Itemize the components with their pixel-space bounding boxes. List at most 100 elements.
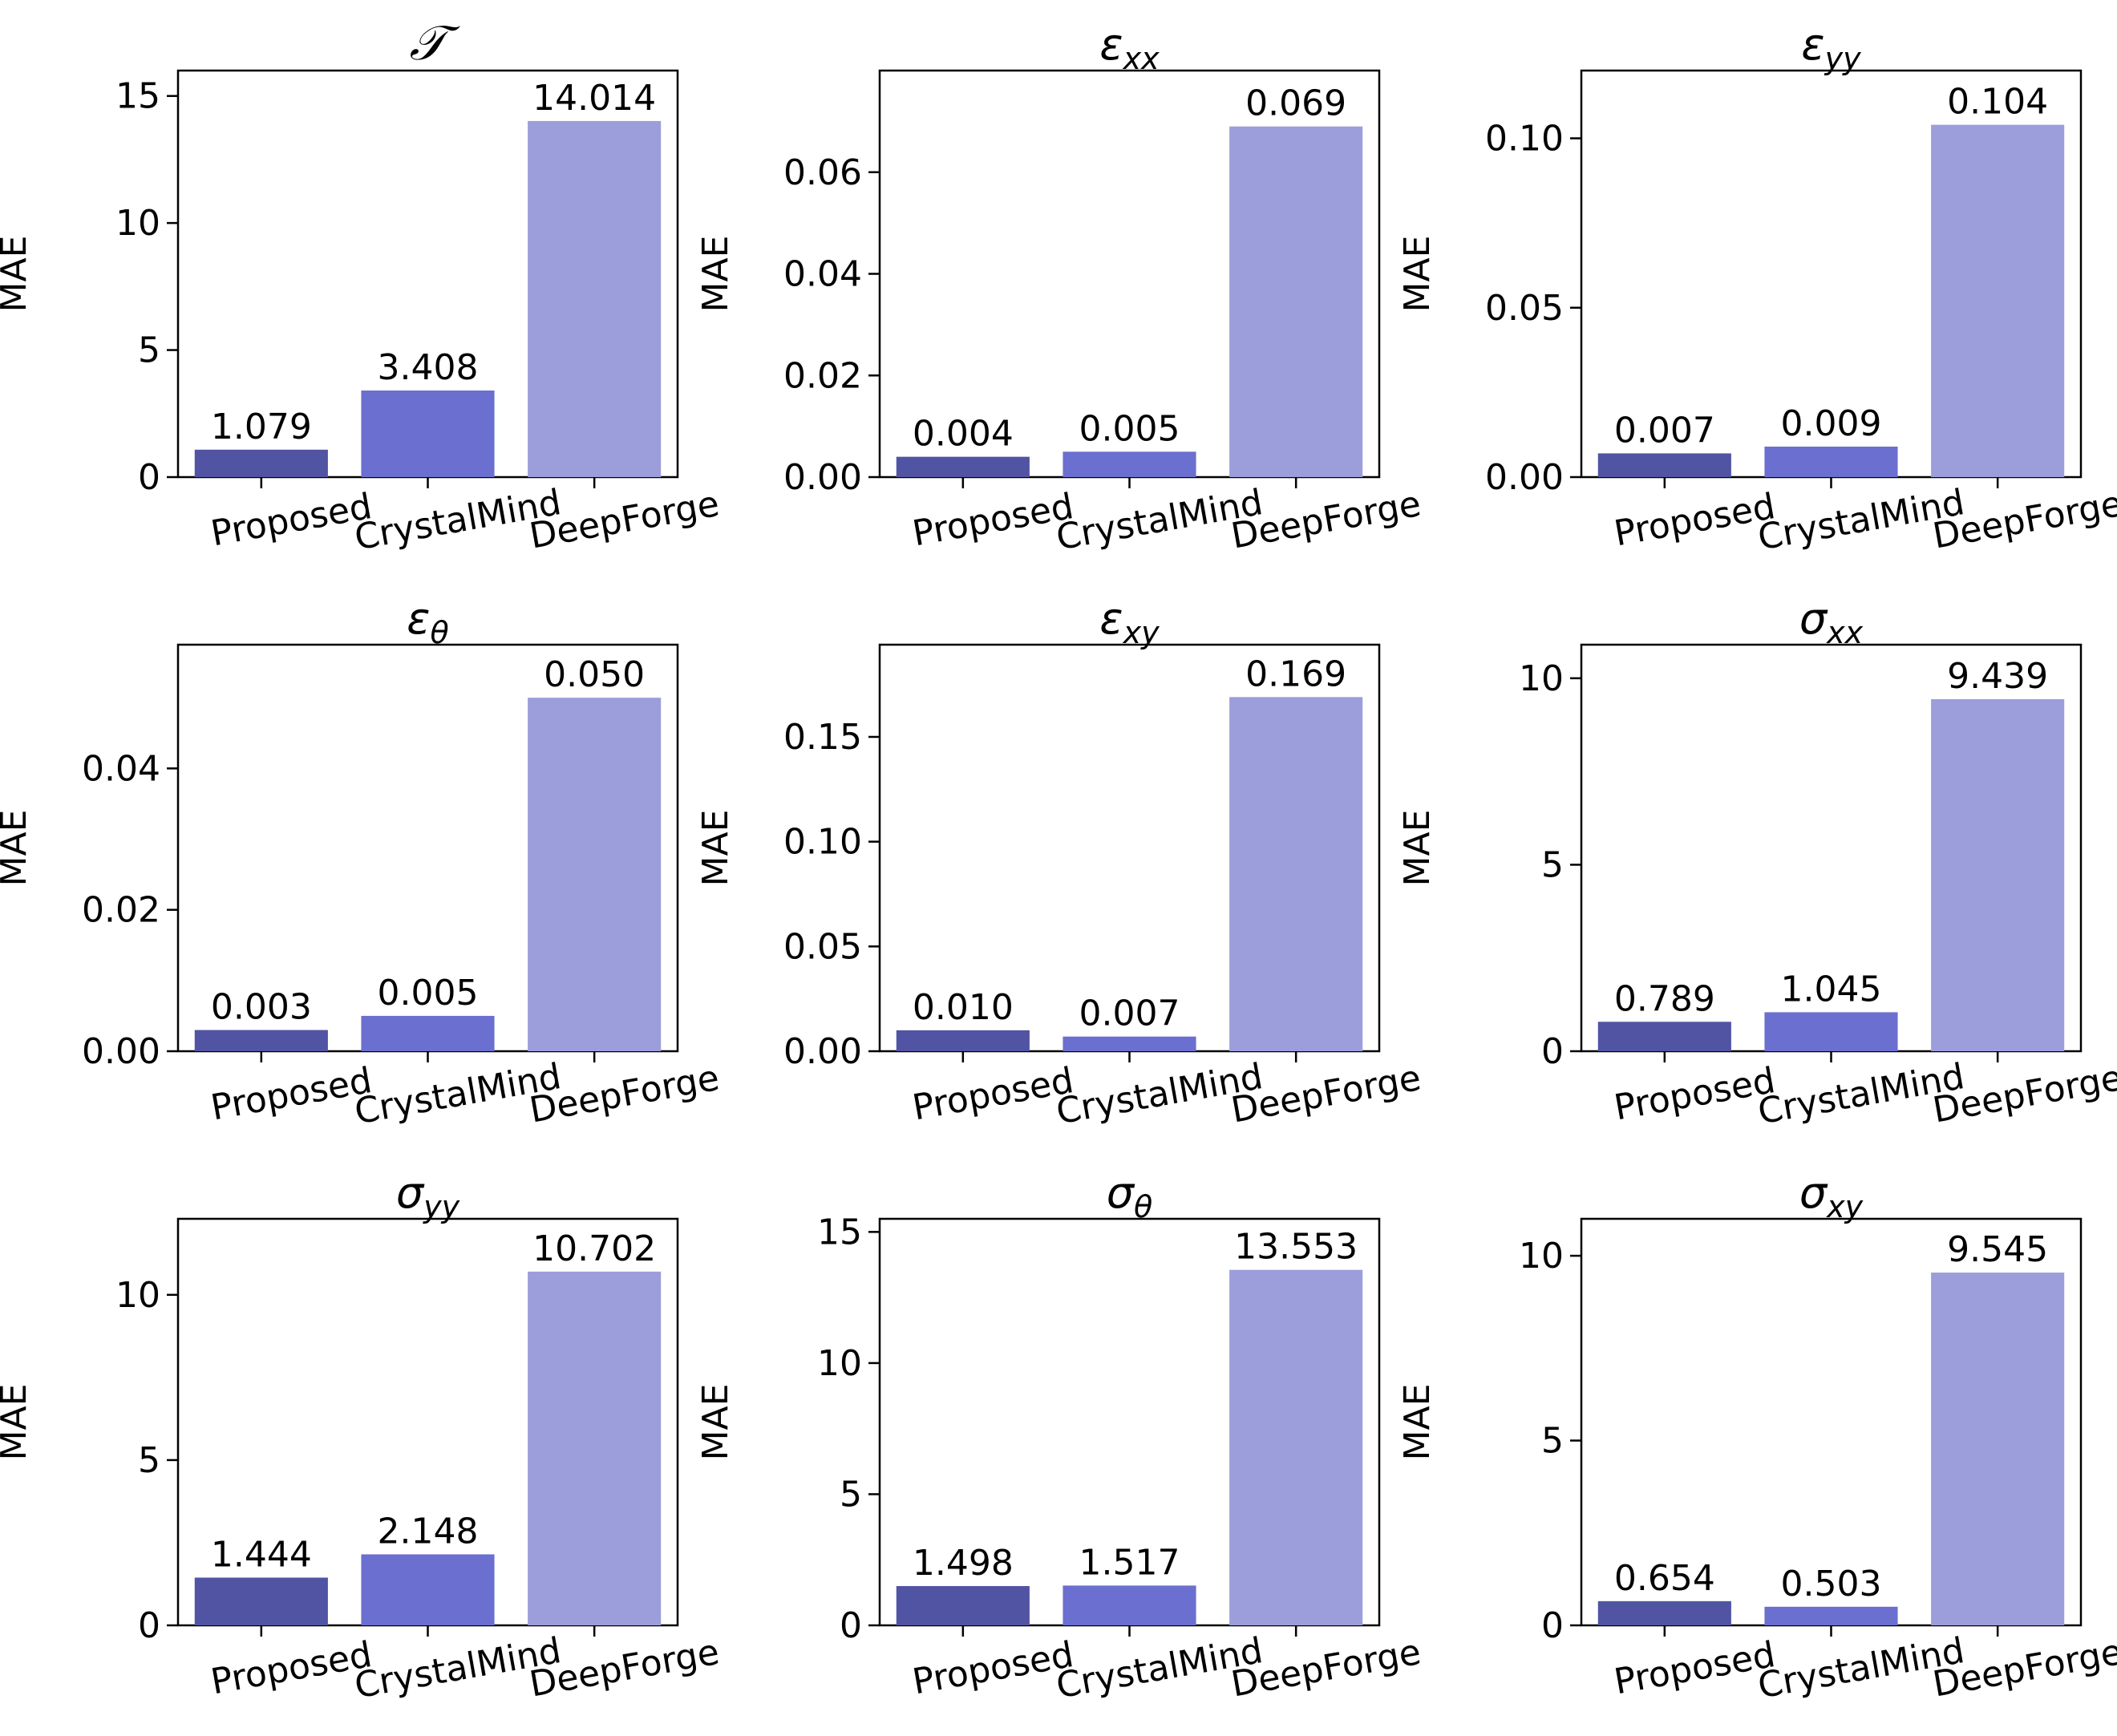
subplot-title: εxx [1099,19,1160,76]
title-symbol: σ [1107,1167,1135,1218]
data-label-proposed: 0.007 [1614,410,1715,451]
subplot-1: 051015MAE1.079Proposed3.408CrystalMind14… [0,15,723,558]
data-label-deepforge: 10.702 [532,1228,656,1269]
bar-proposed [896,1586,1030,1625]
bar-deepforge [1931,1273,2065,1625]
y-tick-label: 0.06 [783,152,862,193]
y-tick-label: 0.04 [783,254,862,295]
title-subscript: xy [1123,615,1160,650]
subplot-title: σθ [1107,1167,1152,1224]
y-tick-label: 0.00 [783,457,862,498]
title-symbol: ε [1099,593,1123,644]
data-label-proposed: 1.498 [913,1543,1014,1584]
data-label-proposed: 0.010 [913,987,1014,1028]
y-axis-label: MAE [1397,810,1438,887]
bar-proposed [896,456,1030,477]
data-label-crystalmind: 0.007 [1079,993,1180,1034]
bar-crystalmind [1063,1036,1196,1051]
title-symbol: σ [1799,593,1828,644]
y-axis-label: MAE [0,1384,34,1461]
bar-crystalmind [1063,1585,1196,1625]
y-tick-label: 0.00 [82,1031,160,1072]
bar-crystalmind [361,1554,495,1625]
subplot-3: 0.000.050.10MAE0.007Proposed0.009Crystal… [1397,19,2117,558]
bar-crystalmind [1764,446,1898,477]
y-axis-label: MAE [1397,236,1438,313]
y-tick-label: 15 [817,1212,862,1252]
y-tick-label: 10 [1519,1236,1564,1277]
data-label-deepforge: 0.050 [544,654,645,695]
y-tick-label: 0 [138,457,160,498]
bar-proposed [1597,1022,1731,1051]
y-tick-label: 10 [1519,658,1564,699]
y-axis-label: MAE [0,810,34,887]
data-label-proposed: 1.079 [211,407,312,447]
bar-crystalmind [1063,451,1196,477]
y-tick-label: 0.05 [783,926,862,967]
title-subscript: θ [430,615,448,650]
y-tick-label: 0.10 [783,822,862,863]
bar-deepforge [528,698,662,1051]
data-label-deepforge: 9.439 [1947,656,2048,697]
bar-proposed [896,1030,1030,1051]
title-subscript: xy [1826,1189,1863,1224]
subplot-8: 051015MAE1.498Proposed1.517CrystalMind13… [695,1167,1424,1706]
bar-crystalmind [1764,1606,1898,1625]
data-label-crystalmind: 0.005 [1079,408,1180,449]
data-label-proposed: 0.003 [211,987,312,1028]
bar-proposed [1597,1600,1731,1625]
data-label-deepforge: 0.169 [1245,654,1346,694]
data-label-crystalmind: 3.408 [378,347,479,388]
bar-deepforge [528,1271,662,1625]
data-label-deepforge: 13.553 [1234,1227,1358,1268]
x-tick-label: Proposed [909,486,1076,554]
y-tick-label: 5 [1541,844,1564,885]
y-axis-label: MAE [695,1384,736,1461]
x-tick-label: Proposed [1611,1634,1778,1702]
y-tick-label: 0.10 [1485,119,1564,160]
bar-crystalmind [1764,1012,1898,1051]
title-subscript: yy [1824,41,1861,76]
y-tick-label: 0.00 [783,1031,862,1072]
title-subscript: xx [1826,615,1863,650]
y-tick-label: 5 [1541,1421,1564,1462]
subplot-title: σyy [396,1167,460,1224]
data-label-crystalmind: 0.503 [1781,1564,1882,1604]
title-symbol: 𝒯 [410,15,461,71]
subplot-title: εyy [1801,19,1861,76]
subplot-title: εθ [407,593,448,650]
y-axis-label: MAE [0,236,34,313]
y-tick-label: 0.05 [1485,288,1564,329]
y-tick-label: 5 [840,1474,862,1515]
x-tick-label: Proposed [1611,1060,1778,1128]
subplot-2: 0.000.020.040.06MAE0.004Proposed0.005Cry… [695,19,1424,558]
bar-deepforge [1229,1269,1363,1625]
subplot-4: 0.000.020.04MAE0.003Proposed0.005Crystal… [0,593,723,1132]
title-symbol: σ [396,1167,425,1218]
data-label-deepforge: 0.104 [1947,82,2048,123]
bar-proposed [194,1577,328,1625]
y-tick-label: 0.02 [82,890,160,931]
data-label-proposed: 0.789 [1614,978,1715,1019]
y-tick-label: 0.02 [783,355,862,396]
subplot-9: 0510MAE0.654Proposed0.503CrystalMind9.54… [1397,1167,2117,1706]
y-axis-label: MAE [695,236,736,313]
subplot-6: 0510MAE0.789Proposed1.045CrystalMind9.43… [1397,593,2117,1132]
y-tick-label: 10 [817,1343,862,1384]
subplot-title: σxy [1799,1167,1864,1224]
y-tick-label: 0.15 [783,717,862,758]
subplot-7: 0510MAE1.444Proposed2.148CrystalMind10.7… [0,1167,723,1706]
subplot-title: 𝒯 [410,15,461,71]
data-label-crystalmind: 2.148 [378,1511,479,1552]
y-axis-label: MAE [695,810,736,887]
bar-deepforge [1229,126,1363,477]
title-symbol: ε [407,593,430,644]
y-tick-label: 10 [115,203,160,244]
subplot-title: σxx [1799,593,1864,650]
bar-deepforge [528,120,662,477]
y-tick-label: 10 [115,1275,160,1316]
data-label-proposed: 0.004 [913,414,1014,455]
bar-proposed [1597,453,1731,477]
data-label-proposed: 1.444 [211,1534,312,1575]
